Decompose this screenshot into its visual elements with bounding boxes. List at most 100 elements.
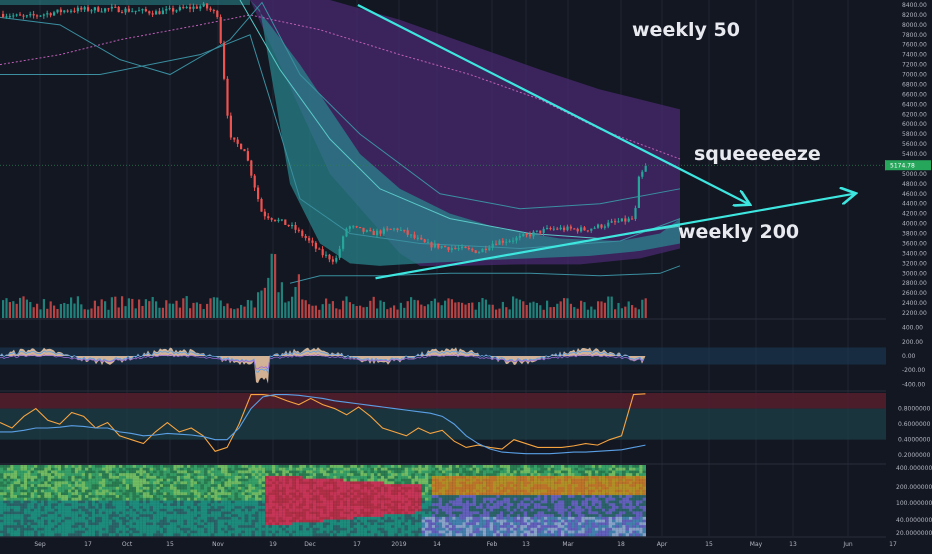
ribbon-cell <box>510 503 513 506</box>
ribbon-cell <box>534 525 537 528</box>
volume-bar <box>254 307 256 318</box>
ribbon-cell <box>44 490 47 493</box>
ribbon-cell <box>371 514 374 517</box>
ribbon-cell <box>527 490 530 493</box>
ribbon-cell <box>180 514 183 517</box>
ribbon-cell <box>398 492 401 495</box>
ribbon-cell <box>119 481 122 484</box>
ribbon-cell <box>272 468 275 471</box>
ribbon-cell <box>218 473 221 476</box>
ribbon-cell <box>547 501 550 504</box>
ribbon-cell <box>48 465 51 468</box>
ribbon-cell <box>435 520 438 523</box>
volume-bar <box>325 299 327 318</box>
ribbon-cell <box>479 495 482 498</box>
ribbon-cell <box>85 470 88 473</box>
ribbon-cell <box>102 465 105 468</box>
ribbon-cell <box>527 514 530 517</box>
ribbon-cell <box>245 520 248 523</box>
ribbon-cell <box>105 490 108 493</box>
ribbon-cell <box>119 498 122 501</box>
ribbon-cell <box>473 528 476 531</box>
candle-up <box>611 221 613 222</box>
ribbon-cell <box>442 503 445 506</box>
ribbon-cell <box>360 479 363 482</box>
ribbon-cell <box>119 476 122 479</box>
ribbon-cell <box>422 492 425 495</box>
ribbon-cell <box>371 498 374 501</box>
ribbon-cell <box>289 503 292 506</box>
ribbon-cell <box>394 470 397 473</box>
ribbon-cell <box>180 498 183 501</box>
ribbon-cell <box>306 531 309 534</box>
ribbon-cell <box>364 517 367 520</box>
ribbon-cell <box>442 522 445 525</box>
ribbon-cell <box>65 465 68 468</box>
ribbon-cell <box>381 506 384 509</box>
ribbon-cell <box>340 495 343 498</box>
ribbon-cell <box>496 468 499 471</box>
ribbon-cell <box>337 476 340 479</box>
ribbon-cell <box>289 476 292 479</box>
ribbon-cell <box>68 481 71 484</box>
ribbon-cell <box>496 506 499 509</box>
ribbon-cell <box>343 522 346 525</box>
ribbon-cell <box>27 481 30 484</box>
ribbon-cell <box>102 487 105 490</box>
ribbon-cell <box>418 509 421 512</box>
ribbon-cell <box>564 479 567 482</box>
ribbon-cell <box>320 479 323 482</box>
ribbon-cell <box>24 473 27 476</box>
ribbon-cell <box>34 490 37 493</box>
ribbon-cell <box>177 481 180 484</box>
ribbon-cell <box>122 498 125 501</box>
ribbon-cell <box>398 501 401 504</box>
ribbon-cell <box>10 476 13 479</box>
ribbon-cell <box>347 514 350 517</box>
ribbon-cell <box>333 495 336 498</box>
ribbon-cell <box>14 470 17 473</box>
ribbon-cell <box>367 531 370 534</box>
ribbon-cell <box>51 501 54 504</box>
ribbon-cell <box>282 522 285 525</box>
ribbon-cell <box>554 509 557 512</box>
ribbon-cell <box>469 479 472 482</box>
ribbon-cell <box>384 511 387 514</box>
volume-bar <box>315 306 317 318</box>
ribbon-cell <box>133 503 136 506</box>
ribbon-cell <box>445 533 448 536</box>
ribbon-cell <box>95 517 98 520</box>
ribbon-cell <box>561 509 564 512</box>
ribbon-cell <box>561 514 564 517</box>
ribbon-cell <box>88 470 91 473</box>
volume-bar <box>250 300 252 318</box>
ribbon-cell <box>122 506 125 509</box>
ribbon-cell <box>326 522 329 525</box>
ribbon-cell <box>187 492 190 495</box>
ribbon-cell <box>326 503 329 506</box>
ribbon-cell <box>309 479 312 482</box>
ribbon-cell <box>462 509 465 512</box>
ribbon-cell <box>517 514 520 517</box>
ribbon-cell <box>27 517 30 520</box>
ribbon-cell <box>58 476 61 479</box>
ribbon-cell <box>7 525 10 528</box>
ribbon-cell <box>282 495 285 498</box>
ribbon-cell <box>41 470 44 473</box>
ribbon-cell <box>517 531 520 534</box>
candle-up <box>70 11 72 12</box>
ribbon-cell <box>541 514 544 517</box>
ribbon-cell <box>303 479 306 482</box>
ribbon-cell <box>245 495 248 498</box>
ribbon-cell <box>411 481 414 484</box>
ribbon-cell <box>473 501 476 504</box>
ribbon-cell <box>292 481 295 484</box>
ribbon-cell <box>303 492 306 495</box>
candle-down <box>526 234 528 235</box>
ribbon-cell <box>139 511 142 514</box>
ribbon-cell <box>150 511 153 514</box>
ribbon-cell <box>221 511 224 514</box>
ribbon-cell <box>194 479 197 482</box>
ribbon-cell <box>530 479 533 482</box>
